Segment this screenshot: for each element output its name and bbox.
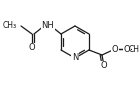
Text: O: O — [112, 45, 118, 53]
Text: O: O — [101, 62, 107, 70]
Text: O: O — [124, 45, 130, 53]
Text: N: N — [72, 53, 78, 62]
Text: O: O — [29, 44, 35, 53]
Text: NH: NH — [42, 22, 54, 31]
Text: CH₃: CH₃ — [129, 45, 139, 54]
Text: CH₃: CH₃ — [3, 22, 17, 31]
